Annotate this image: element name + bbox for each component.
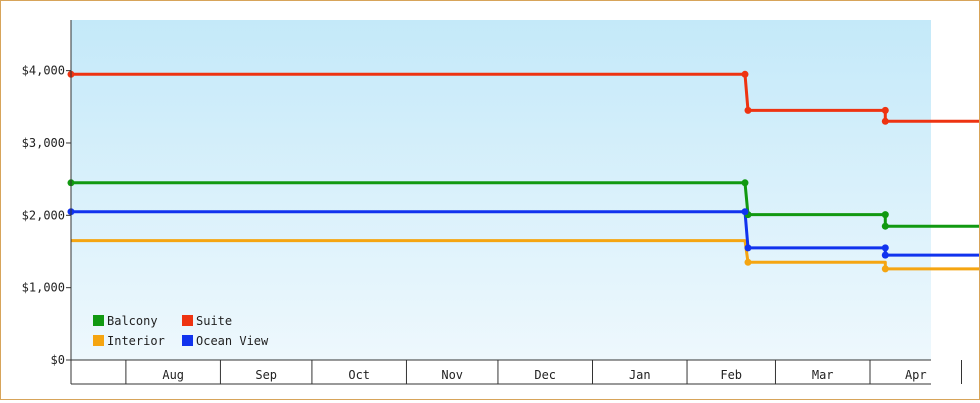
data-point-suite[interactable] (744, 106, 752, 114)
data-point-ocean-view[interactable] (881, 251, 889, 259)
series-line-ocean-view (71, 210, 980, 257)
x-tick-label: Sep (255, 368, 277, 382)
series-line-interior (71, 239, 980, 271)
y-tick-label: $3,000 (22, 136, 65, 150)
x-tick-label: Mar (812, 368, 834, 382)
x-tick-label: Nov (441, 368, 463, 382)
data-point-balcony[interactable] (881, 222, 889, 230)
data-point-ocean-view[interactable] (741, 208, 749, 216)
y-tick-label: $0 (51, 353, 65, 367)
data-point-ocean-view[interactable] (744, 244, 752, 252)
y-tick-label: $1,000 (22, 281, 65, 295)
y-tick-label: $2,000 (22, 208, 65, 222)
legend-label-ocean-view: Ocean View (196, 334, 269, 348)
data-point-suite[interactable] (881, 106, 889, 114)
data-point-ocean-view[interactable] (881, 244, 889, 252)
legend-swatch-balcony (93, 315, 104, 326)
x-tick-label: Apr (905, 368, 927, 382)
data-point-balcony[interactable] (741, 179, 749, 187)
data-point-interior[interactable] (881, 265, 889, 273)
legend-label-suite: Suite (196, 314, 232, 328)
data-point-balcony[interactable] (881, 211, 889, 219)
legend-swatch-interior (93, 335, 104, 346)
x-tick-label: Jan (629, 368, 651, 382)
series-line-suite (71, 72, 980, 123)
legend-swatch-ocean-view (182, 335, 193, 346)
data-point-interior[interactable] (744, 258, 752, 266)
data-point-suite[interactable] (741, 70, 749, 78)
x-tick-label: Feb (720, 368, 742, 382)
data-point-suite[interactable] (881, 117, 889, 125)
x-tick-label: Dec (534, 368, 556, 382)
legend-label-balcony: Balcony (107, 314, 158, 328)
y-tick-label: $4,000 (22, 64, 65, 78)
x-tick-label: Aug (162, 368, 184, 382)
x-tick-label: Oct (348, 368, 370, 382)
legend-label-interior: Interior (107, 334, 165, 348)
legend-swatch-suite (182, 315, 193, 326)
plot-area (71, 20, 931, 360)
series-line-balcony (71, 181, 980, 228)
